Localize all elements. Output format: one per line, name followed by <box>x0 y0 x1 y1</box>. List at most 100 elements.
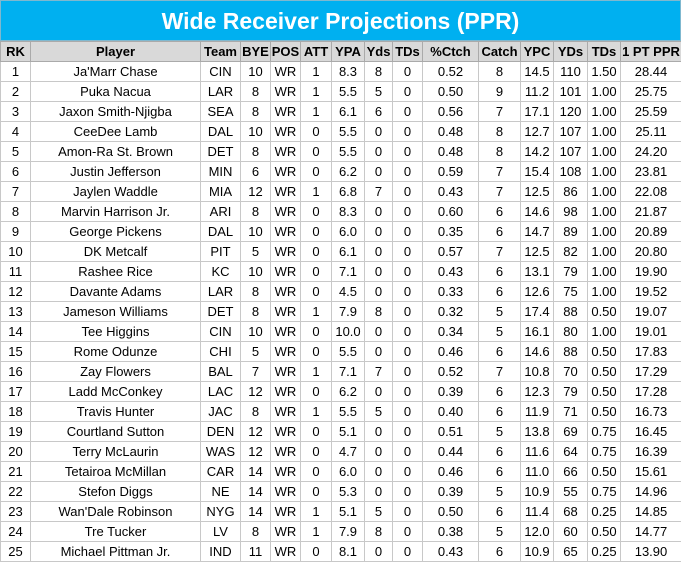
table-row: 13 Jameson Williams DET 8 WR 1 7.9 8 0 0.32 5 17.4 8… <box>0 301 681 322</box>
table-row: 12 Davante Adams LAR 8 WR 0 4.5 0 0 0.33 6 12.6 75 1.… <box>0 281 681 302</box>
table-cell: 0 <box>364 241 393 262</box>
table-cell: 70 <box>553 361 588 382</box>
table-cell: 20.89 <box>620 221 681 242</box>
table-cell: 6 <box>478 541 521 562</box>
table-cell: 0 <box>364 161 393 182</box>
table-cell: WR <box>270 241 301 262</box>
table-cell: 0 <box>392 261 423 282</box>
column-header: Team <box>200 41 241 62</box>
table-cell: 0 <box>392 341 423 362</box>
table-cell: 1 <box>300 361 332 382</box>
table-cell: 0 <box>392 161 423 182</box>
table-cell: 0.60 <box>422 201 479 222</box>
table-cell: 0 <box>392 381 423 402</box>
table-cell: 12 <box>240 381 271 402</box>
table-cell: 8 <box>240 281 271 302</box>
table-cell: 0 <box>392 241 423 262</box>
table-cell: 120 <box>553 101 588 122</box>
table-cell: Rome Odunze <box>30 341 201 362</box>
table-cell: NYG <box>200 501 241 522</box>
table-cell: 1 <box>0 61 31 82</box>
table-cell: 5.3 <box>331 481 365 502</box>
table-cell: 0 <box>364 461 393 482</box>
title: Wide Receiver Projections (PPR) <box>0 0 681 41</box>
table-cell: 14.96 <box>620 481 681 502</box>
table-cell: 11 <box>0 261 31 282</box>
table-cell: 110 <box>553 61 588 82</box>
table-cell: 2 <box>0 81 31 102</box>
table-cell: WR <box>270 221 301 242</box>
table-cell: DAL <box>200 121 241 142</box>
column-header: POS <box>270 41 301 62</box>
table-cell: KC <box>200 261 241 282</box>
table-cell: 1.00 <box>587 101 621 122</box>
table-cell: 19.01 <box>620 321 681 342</box>
table-cell: 14.5 <box>520 61 554 82</box>
table-row: 19 Courtland Sutton DEN 12 WR 0 5.1 0 0 0.51 5 13.8… <box>0 421 681 442</box>
table-cell: 15.61 <box>620 461 681 482</box>
table-cell: 25 <box>0 541 31 562</box>
table-cell: 7.9 <box>331 301 365 322</box>
table-cell: 0 <box>300 381 332 402</box>
table-cell: ARI <box>200 201 241 222</box>
table-cell: Ladd McConkey <box>30 381 201 402</box>
table-cell: 5.5 <box>331 401 365 422</box>
table-cell: 8 <box>478 141 521 162</box>
table-cell: 79 <box>553 381 588 402</box>
table-cell: 14 <box>240 481 271 502</box>
table-cell: 1 <box>300 301 332 322</box>
table-cell: WR <box>270 81 301 102</box>
table-cell: WR <box>270 441 301 462</box>
table-cell: 6 <box>478 201 521 222</box>
table-cell: WR <box>270 361 301 382</box>
table-row: 15 Rome Odunze CHI 5 WR 0 5.5 0 0 0.46 6 14.6 88 0.50… <box>0 341 681 362</box>
table-cell: 8 <box>478 121 521 142</box>
table-cell: 0.38 <box>422 521 479 542</box>
table-cell: 0.50 <box>422 501 479 522</box>
table-cell: CeeDee Lamb <box>30 121 201 142</box>
table-cell: 1.00 <box>587 161 621 182</box>
table-cell: 0.46 <box>422 341 479 362</box>
table-cell: Amon-Ra St. Brown <box>30 141 201 162</box>
table-cell: Ja'Marr Chase <box>30 61 201 82</box>
table-cell: 0 <box>300 421 332 442</box>
table-row: 10 DK Metcalf PIT 5 WR 0 6.1 0 0 0.57 7 12.5 82 1.00 2… <box>0 241 681 262</box>
table-cell: 7.9 <box>331 521 365 542</box>
table-cell: PIT <box>200 241 241 262</box>
table-cell: Tee Higgins <box>30 321 201 342</box>
table-cell: 14 <box>240 461 271 482</box>
table-row: 8 Marvin Harrison Jr. ARI 8 WR 0 8.3 0 0 0.60 6 14.… <box>0 201 681 222</box>
table-cell: 79 <box>553 261 588 282</box>
table-cell: 5 <box>478 301 521 322</box>
table-cell: WR <box>270 521 301 542</box>
table-cell: 0 <box>392 361 423 382</box>
table-cell: 14.6 <box>520 201 554 222</box>
table-cell: 23.81 <box>620 161 681 182</box>
table-cell: 0 <box>364 281 393 302</box>
table-cell: WR <box>270 541 301 562</box>
table-cell: 6.1 <box>331 241 365 262</box>
table-cell: 8 <box>240 81 271 102</box>
table-cell: 25.59 <box>620 101 681 122</box>
table-cell: Tetairoa McMillan <box>30 461 201 482</box>
table-cell: 6 <box>478 401 521 422</box>
table-cell: 11.2 <box>520 81 554 102</box>
table-cell: 23 <box>0 501 31 522</box>
table-cell: 5.5 <box>331 81 365 102</box>
table-cell: 0.44 <box>422 441 479 462</box>
table-cell: 12 <box>240 181 271 202</box>
column-header: ATT <box>300 41 332 62</box>
table-cell: 8.3 <box>331 61 365 82</box>
table-row: 16 Zay Flowers BAL 7 WR 1 7.1 7 0 0.52 7 10.8 70 0.50… <box>0 361 681 382</box>
table-cell: 8 <box>240 201 271 222</box>
table-cell: 1.00 <box>587 141 621 162</box>
table-cell: 13.1 <box>520 261 554 282</box>
table-row: 20 Terry McLaurin WAS 12 WR 0 4.7 0 0 0.44 6 11.6 64… <box>0 441 681 462</box>
table-cell: 0.75 <box>587 481 621 502</box>
table-row: 4 CeeDee Lamb DAL 10 WR 0 5.5 0 0 0.48 8 12.7 107 1.0… <box>0 121 681 142</box>
table-cell: 5.1 <box>331 501 365 522</box>
table-cell: 0 <box>392 281 423 302</box>
table-cell: 0 <box>300 441 332 462</box>
table-cell: 7 <box>478 161 521 182</box>
table-cell: Rashee Rice <box>30 261 201 282</box>
